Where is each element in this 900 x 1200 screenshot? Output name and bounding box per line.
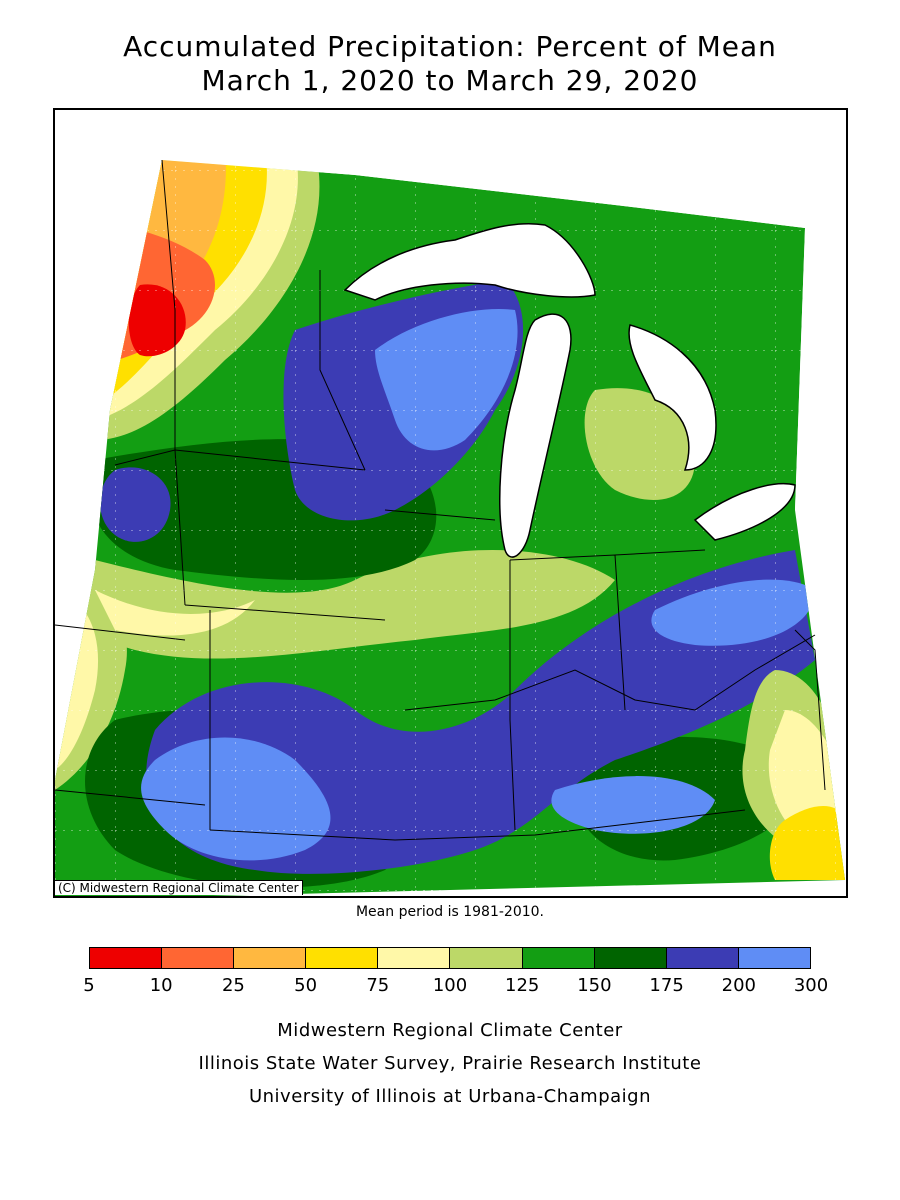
legend-tick-label: 5 [83,975,95,996]
mean-period-note: Mean period is 1981-2010. [355,904,545,920]
credit-isws: Illinois State Water Survey, Prairie Res… [198,1053,702,1074]
legend-tick-label: 150 [577,975,612,996]
il-in-border [509,560,516,831]
legend-swatch [594,948,667,968]
legend-swatch [234,948,307,968]
legend-swatch [522,948,595,968]
oh-mi-border [614,549,706,556]
color-legend [89,947,811,969]
map-canvas [55,110,846,896]
legend-tick-label: 200 [721,975,756,996]
legend-tick-label: 175 [649,975,684,996]
map-date-range: March 1, 2020 to March 29, 2020 [201,64,699,97]
state-boundaries [55,159,826,841]
ohio-river [404,634,816,711]
oh-pa-border [794,629,826,791]
legend-tick-label: 300 [793,975,829,996]
mn-nd-border [161,159,176,450]
precipitation-map [53,108,848,898]
ia-mo-border [184,604,386,621]
lake-huron [628,324,717,471]
ia-ne-border [174,449,186,606]
legend-tick-label: 50 [294,975,318,996]
legend-swatch [666,948,739,968]
outside-domain-north [162,110,846,510]
southern-border [209,809,746,841]
legend-tick-label: 75 [366,975,390,996]
legend-tick-label: 100 [432,975,468,996]
legend-tick-label: 25 [221,975,245,996]
legend-tick-label: 10 [149,975,173,996]
contour-50-75-sw [55,610,75,690]
legend-swatch [738,948,810,968]
wi-il-border [384,509,496,521]
mn-wi-border [319,270,366,471]
map-copyright: (C) Midwestern Regional Climate Center [55,880,303,895]
legend-tick-label: 125 [505,975,540,996]
legend-swatch [306,948,379,968]
credit-uiuc: University of Illinois at Urbana-Champai… [248,1086,652,1107]
ks-ok-border [55,789,206,806]
legend-swatch [90,948,163,968]
legend-swatch [378,948,451,968]
legend-swatch [162,948,235,968]
credit-mrcc: Midwestern Regional Climate Center [277,1020,623,1041]
ne-ks-border [55,624,186,641]
lake-erie [693,483,796,541]
legend-swatch [450,948,523,968]
lake-superior [343,222,596,301]
lake-michigan [499,313,572,558]
map-title: Accumulated Precipitation: Percent of Me… [123,30,777,63]
